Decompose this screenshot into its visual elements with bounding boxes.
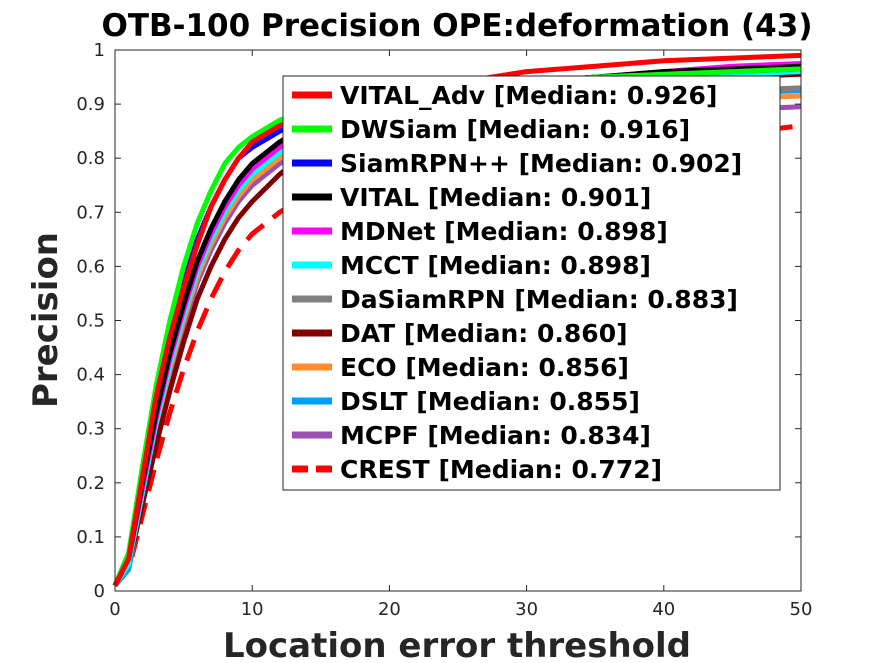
legend-label-2: SiamRPN++ [Median: 0.902] [340,149,742,178]
legend-label-9: DSLT [Median: 0.855] [340,387,640,416]
y-tick-label: 0.3 [76,419,105,440]
legend-label-0: VITAL_Adv [Median: 0.926] [340,81,717,110]
y-tick-label: 0.4 [76,365,105,386]
legend-label-6: DaSiamRPN [Median: 0.883] [340,285,738,314]
y-tick-label: 0.1 [76,527,105,548]
y-tick-label: 0.8 [76,148,105,169]
chart-title: OTB-100 Precision OPE:deformation (43) [101,8,812,44]
legend-label-4: MDNet [Median: 0.898] [340,217,668,246]
x-tick-label: 0 [109,599,120,620]
x-tick-label: 40 [652,599,675,620]
legend-label-1: DWSiam [Median: 0.916] [340,115,690,144]
legend: VITAL_Adv [Median: 0.926] DWSiam [Median:… [282,75,781,491]
x-tick-label: 50 [790,599,813,620]
legend-label-11: CREST [Median: 0.772] [340,455,662,484]
y-tick-label: 0 [94,581,105,602]
y-tick-label: 0.6 [76,256,105,277]
x-axis-label: Location error threshold [223,626,691,663]
y-tick-label: 0.7 [76,202,105,223]
legend-box [282,75,781,491]
series-line-0 [112,52,802,587]
y-tick-label: 0.5 [76,311,105,332]
y-tick-label: 0.9 [76,94,105,115]
legend-label-8: ECO [Median: 0.856] [340,353,629,382]
y-tick-label: 0.2 [76,473,105,494]
y-axis-label: Precision [26,232,66,408]
legend-label-3: VITAL [Median: 0.901] [340,183,651,212]
y-tick-label: 1 [94,40,105,61]
axes [114,49,802,592]
legend-label-5: MCCT [Median: 0.898] [340,251,651,280]
x-tick-label: 10 [241,599,264,620]
tick-labels: 0 10 20 30 40 50 0 0.1 0.2 0.3 0.4 0.5 0.6 0.7 0.8 0.9 1 [76,40,812,620]
legend-label-10: MCPF [Median: 0.834] [340,421,651,450]
x-tick-label: 20 [378,599,401,620]
x-tick-label: 30 [515,599,538,620]
legend-label-7: DAT [Median: 0.860] [340,319,628,348]
